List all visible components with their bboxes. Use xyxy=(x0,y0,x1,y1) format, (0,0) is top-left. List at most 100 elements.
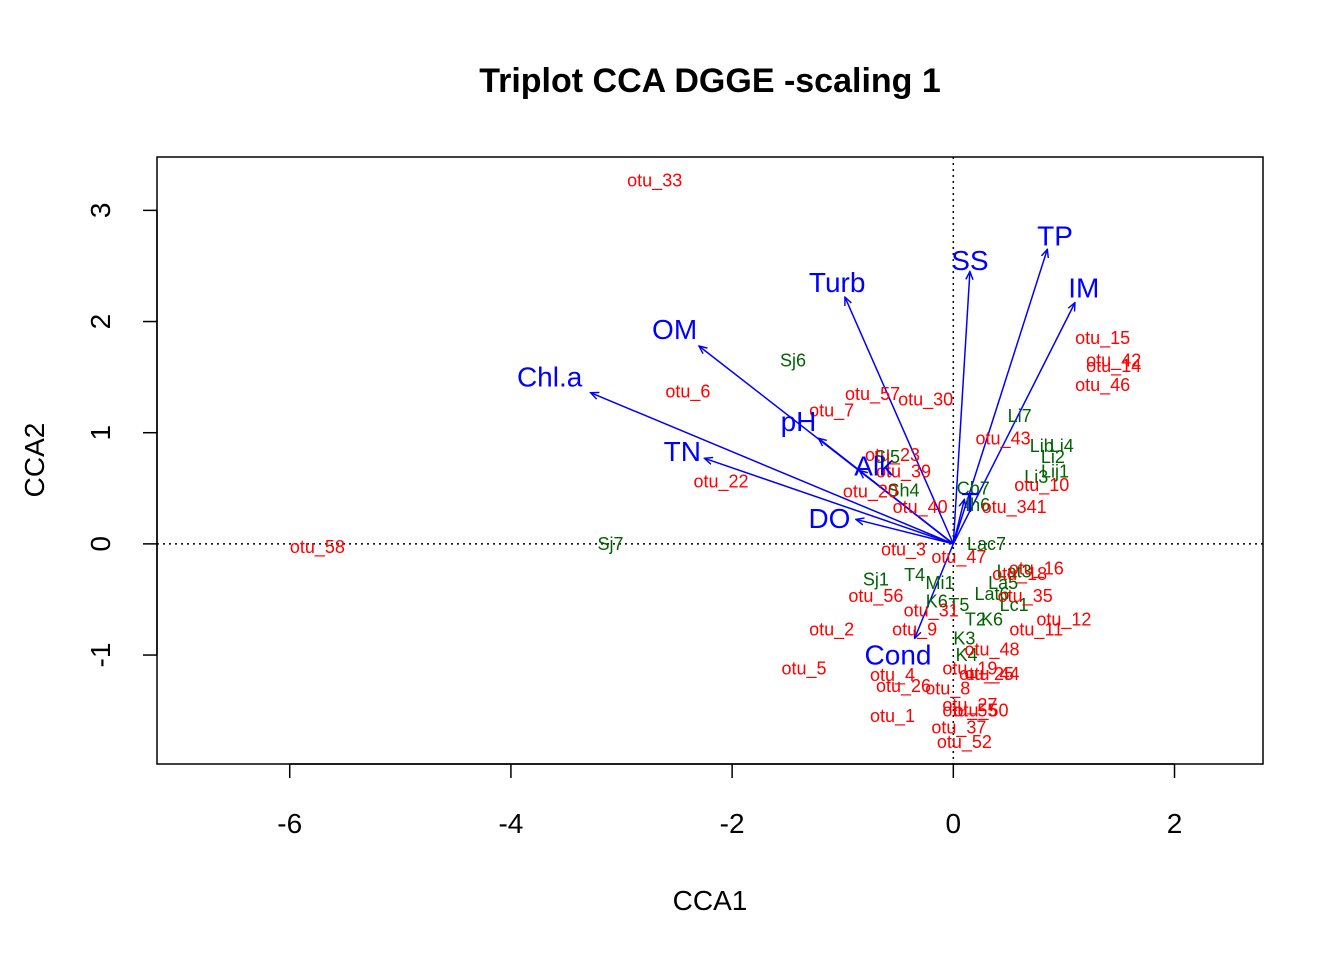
site-label: T4 xyxy=(904,565,925,585)
site-label: T5 xyxy=(948,595,969,615)
species-label: otu_14 xyxy=(1086,356,1141,377)
env-arrow-chla xyxy=(591,393,954,545)
site-label: Sh4 xyxy=(888,481,920,501)
env-label: T xyxy=(961,487,978,518)
species-label: otu_43 xyxy=(976,428,1031,449)
site-label: Sj1 xyxy=(863,569,889,589)
site-label: T2 xyxy=(965,609,986,629)
site-label: Li3 xyxy=(1024,467,1048,487)
site-label: Lib xyxy=(1030,436,1054,456)
species-label: otu_19 xyxy=(942,658,997,679)
species-label: otu_52 xyxy=(937,732,992,753)
y-tick-label: 1 xyxy=(85,425,116,441)
y-tick-label: 2 xyxy=(85,314,116,330)
site-label: K6 xyxy=(926,592,948,612)
site-label: La5 xyxy=(988,573,1018,593)
chart-title: Triplot CCA DGGE -scaling 1 xyxy=(479,62,941,100)
species-label: otu_26 xyxy=(876,676,931,697)
y-tick-label: 0 xyxy=(85,536,116,552)
env-arrow-im xyxy=(952,303,1075,545)
species-label: otu_37 xyxy=(931,717,986,738)
env-label: SS xyxy=(951,245,988,276)
env-label: DO xyxy=(808,503,850,534)
y-axis-label: CCA2 xyxy=(19,423,50,498)
env-arrow-t xyxy=(952,499,964,545)
site-label: K6 xyxy=(981,609,1003,629)
env-arrow-alk xyxy=(859,471,954,545)
species-label: otu_7 xyxy=(809,400,854,421)
species-label: otu_30 xyxy=(898,389,953,410)
site-label: Lij1 xyxy=(1041,462,1069,482)
site-label: Lc1 xyxy=(1000,595,1029,615)
site-label: Lat6 xyxy=(975,584,1010,604)
site-label: Li2 xyxy=(1041,447,1065,467)
site-label: Lat3 xyxy=(997,562,1032,582)
axes: -6 -4 -2 0 2 3 2 1 0 -1 xyxy=(85,203,1182,839)
y-tick-label: -1 xyxy=(85,643,116,668)
env-label: Chl.a xyxy=(517,362,583,393)
species-label: otu_15 xyxy=(1075,328,1130,349)
env-label: Alk xyxy=(854,451,894,482)
environment-arrows xyxy=(591,249,1075,638)
reference-lines xyxy=(157,157,1263,764)
species-label: otu_12 xyxy=(1036,609,1091,630)
species-label: otu_22 xyxy=(694,472,749,493)
x-tick-label: -4 xyxy=(498,808,523,839)
x-axis-label: CCA1 xyxy=(673,885,748,916)
site-label: Sj5 xyxy=(874,447,900,467)
species-label: otu_50 xyxy=(953,701,1008,722)
species-label: otu_42 xyxy=(1086,350,1141,371)
site-label: Sj7 xyxy=(597,534,623,554)
species-label: otu_58 xyxy=(290,537,345,558)
env-label: TP xyxy=(1037,220,1073,251)
species-label: otu_48 xyxy=(964,639,1019,660)
env-label: TN xyxy=(664,436,701,467)
env-label: OM xyxy=(652,314,697,345)
species-label: otu_46 xyxy=(1075,375,1130,396)
y-tick-label: 3 xyxy=(85,203,116,219)
species-label: otu_341 xyxy=(982,497,1047,518)
environment-labels: TP SS IM Turb OM Chl.a pH TN Alk T DO Cond xyxy=(517,220,1099,670)
x-tick-label: 0 xyxy=(946,808,962,839)
plot-frame xyxy=(156,156,1264,765)
site-label: Li7 xyxy=(1008,406,1032,426)
species-label: otu_56 xyxy=(848,586,903,607)
species-label: otu_8 xyxy=(925,678,970,699)
env-arrow-ss xyxy=(952,272,970,544)
species-label: otu_20 xyxy=(843,482,898,503)
env-arrow-turb xyxy=(845,297,955,545)
site-label: Ih6 xyxy=(965,495,990,515)
species-label: otu_23 xyxy=(865,445,920,466)
species-label: otu_40 xyxy=(893,497,948,518)
site-label: Mi1 xyxy=(926,573,955,593)
x-tick-label: -6 xyxy=(277,808,302,839)
site-label: Li4 xyxy=(1050,436,1074,456)
species-label: otu_18 xyxy=(992,564,1047,585)
species-label: otu_47 xyxy=(931,547,986,568)
species-label: otu_39 xyxy=(876,462,931,483)
x-tick-label: -2 xyxy=(720,808,745,839)
env-arrow-tn xyxy=(704,458,954,545)
env-arrow-cond xyxy=(915,543,955,638)
env-arrow-do xyxy=(856,519,954,545)
species-label: otu_2 xyxy=(809,619,854,640)
site-label: Lac7 xyxy=(967,534,1006,554)
species-label: otu_1 xyxy=(870,706,915,727)
env-label: Turb xyxy=(809,267,866,298)
species-label: otu_55 xyxy=(942,701,997,722)
species-label: otu_27 xyxy=(942,695,997,716)
site-label: K3 xyxy=(953,628,975,648)
species-label: otu_35 xyxy=(998,586,1053,607)
site-label: Sj6 xyxy=(780,350,806,370)
species-label: otu_6 xyxy=(665,382,710,403)
species-label: otu_3 xyxy=(881,539,926,560)
site-label: K4 xyxy=(956,645,978,665)
species-label: otu_11 xyxy=(1009,619,1063,640)
species-label: otu_5 xyxy=(781,658,826,679)
species-label: otu_33 xyxy=(627,170,682,191)
x-tick-label: 2 xyxy=(1167,808,1183,839)
species-label: otu_44 xyxy=(964,664,1019,685)
env-label: Cond xyxy=(865,640,932,671)
